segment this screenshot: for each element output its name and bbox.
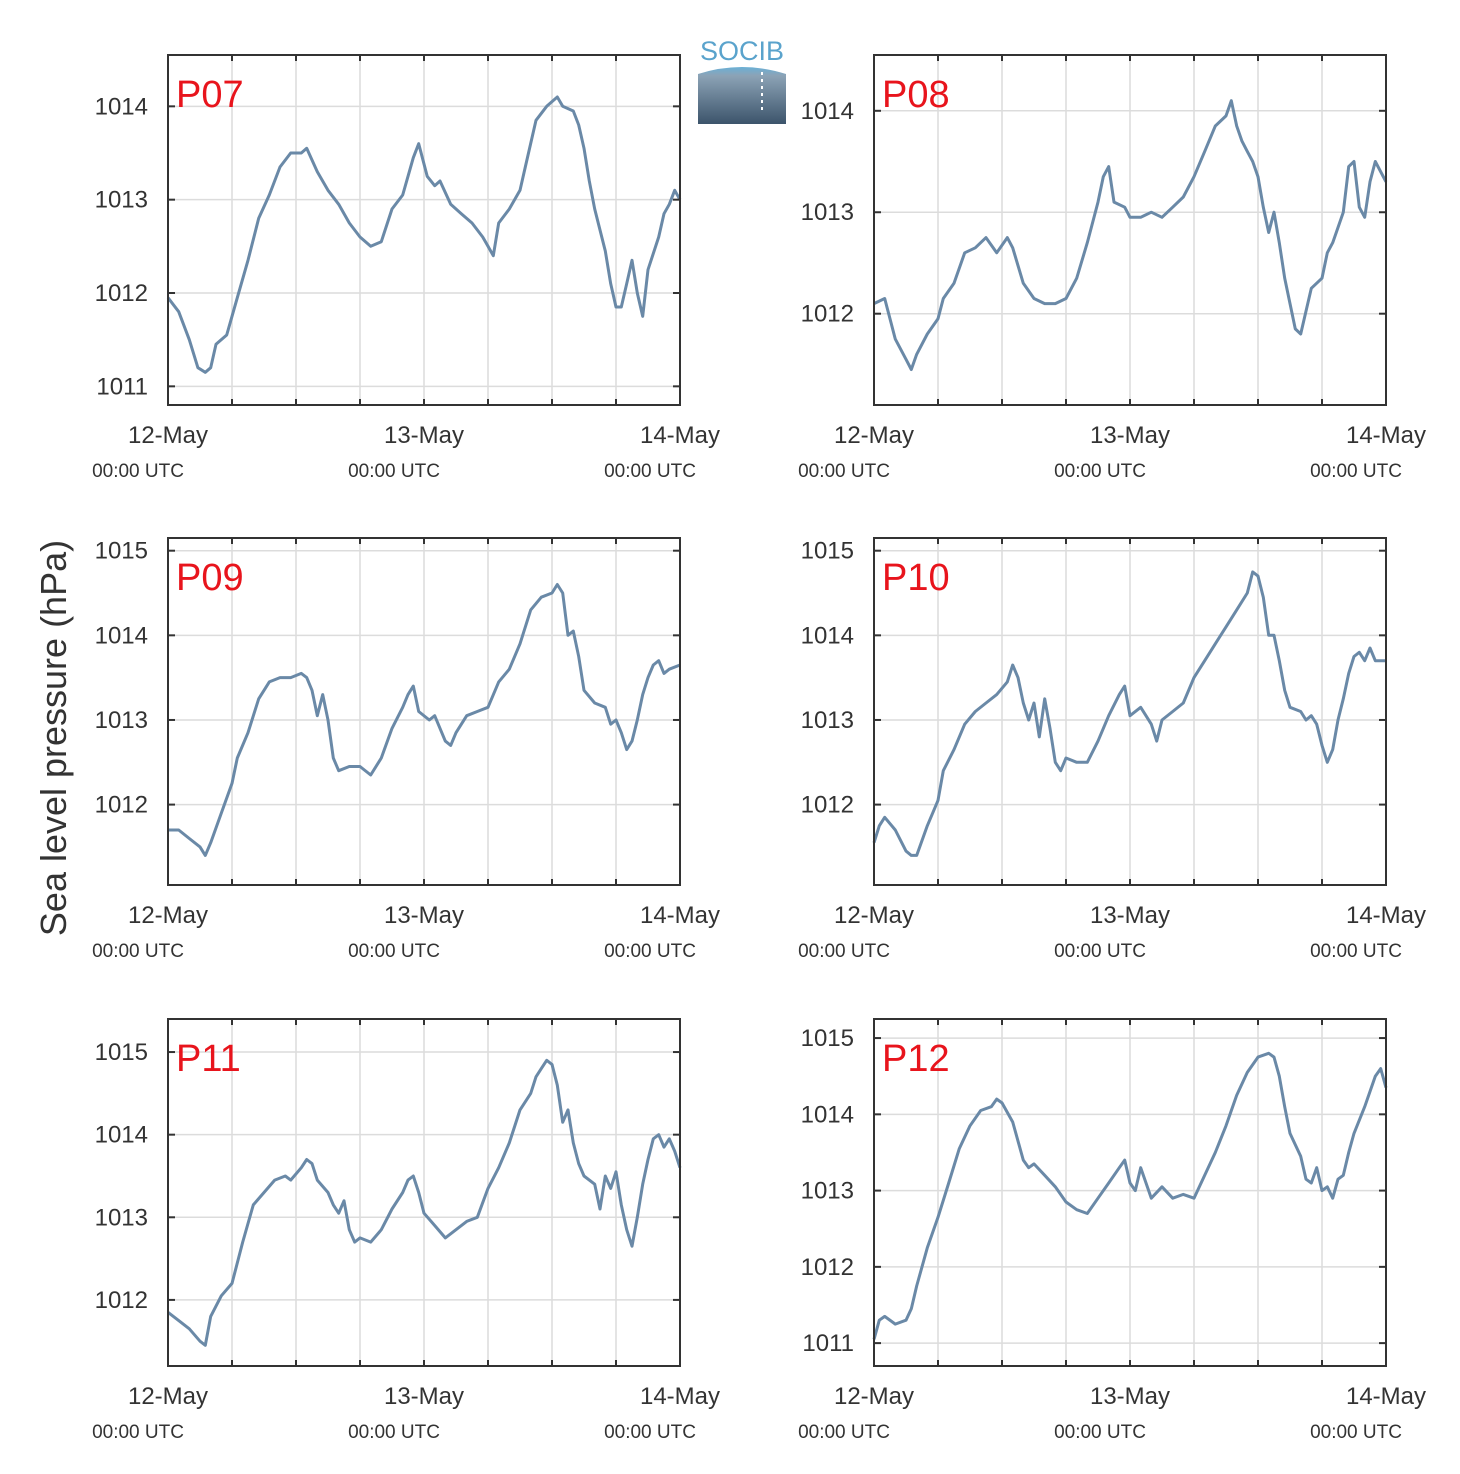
- series-line-p12: [872, 1051, 1388, 1340]
- y-tick-label: 1015: [801, 1025, 854, 1052]
- y-tick-label: 1013: [801, 199, 854, 226]
- x-tick-time-label: 00:00 UTC: [348, 941, 440, 962]
- y-tick-label: 1014: [801, 1101, 854, 1128]
- chart-panel-p08: 1012 1013 1014 12-May 00:00 UTC 13-May 00:00 U…: [798, 54, 1426, 482]
- x-tick-time-label: 00:00 UTC: [92, 941, 184, 962]
- y-tick-label: 1013: [95, 1204, 148, 1231]
- x-tick-time-label: 00:00 UTC: [798, 461, 890, 482]
- series-line-p11: [167, 1058, 682, 1347]
- y-tick-label: 1014: [801, 98, 854, 125]
- y-tick-label: 1014: [95, 93, 148, 120]
- y-tick-label: 1012: [95, 280, 148, 307]
- y-tick-label: 1015: [801, 538, 854, 565]
- x-tick-time-label: 00:00 UTC: [1054, 941, 1146, 962]
- x-tick-date-label: 14-May: [1346, 1383, 1426, 1410]
- x-tick-date-label: 13-May: [384, 1383, 464, 1410]
- series-line-p08: [873, 99, 1388, 371]
- x-tick-date-label: 14-May: [1346, 902, 1426, 929]
- y-tick-label: 1012: [801, 792, 854, 819]
- y-tick-label: 1014: [801, 622, 854, 649]
- panel-label: P09: [176, 557, 244, 599]
- x-tick-date-label: 13-May: [1090, 1383, 1170, 1410]
- x-tick-date-label: 14-May: [1346, 422, 1426, 449]
- x-tick-time-label: 00:00 UTC: [92, 1422, 184, 1443]
- y-tick-label: 1014: [95, 622, 148, 649]
- x-tick-date-label: 12-May: [128, 422, 208, 449]
- x-tick-time-label: 00:00 UTC: [798, 1422, 890, 1443]
- x-tick-date-label: 12-May: [128, 902, 208, 929]
- y-tick-label: 1014: [95, 1122, 148, 1149]
- x-tick-date-label: 12-May: [834, 422, 914, 449]
- y-axis-label: Sea level pressure (hPa): [33, 540, 74, 936]
- y-tick-label: 1011: [802, 1330, 854, 1357]
- y-tick-label: 1012: [95, 1287, 148, 1314]
- panel-label: P07: [176, 74, 244, 116]
- y-tick-label: 1013: [801, 707, 854, 734]
- chart-panel-p09: 1012 1013 1014 1015 12-May 00:00 UTC 13-May 00:…: [92, 537, 720, 962]
- y-tick-label: 1013: [95, 187, 148, 214]
- x-tick-date-label: 14-May: [640, 422, 720, 449]
- x-tick-date-label: 13-May: [1090, 422, 1170, 449]
- y-tick-label: 1011: [96, 373, 148, 400]
- x-tick-time-label: 00:00 UTC: [1310, 461, 1402, 482]
- chart-panel-p07: 1011 1012 1013 1014 12-May 00:00 UTC 13-May 00:…: [92, 54, 720, 482]
- x-tick-time-label: 00:00 UTC: [348, 461, 440, 482]
- y-tick-label: 1012: [801, 1254, 854, 1281]
- x-tick-time-label: 00:00 UTC: [798, 941, 890, 962]
- x-tick-date-label: 12-May: [834, 1383, 914, 1410]
- socib-logo: SOCIB: [698, 36, 786, 124]
- series-line-p09: [168, 583, 681, 857]
- y-tick-label: 1015: [95, 538, 148, 565]
- x-tick-time-label: 00:00 UTC: [604, 941, 696, 962]
- chart-panel-p12: 1011 1012 1013 1014 1015 12-May 00:00 UTC 13-Ma…: [798, 1018, 1426, 1443]
- x-tick-date-label: 13-May: [1090, 902, 1170, 929]
- socib-logo-wave: [698, 67, 786, 124]
- x-tick-time-label: 00:00 UTC: [92, 461, 184, 482]
- x-tick-time-label: 00:00 UTC: [604, 1422, 696, 1443]
- panel-label: P08: [882, 74, 950, 116]
- x-tick-time-label: 00:00 UTC: [1310, 1422, 1402, 1443]
- x-tick-time-label: 00:00 UTC: [348, 1422, 440, 1443]
- socib-logo-text: SOCIB: [700, 36, 784, 66]
- x-tick-time-label: 00:00 UTC: [1054, 1422, 1146, 1443]
- x-tick-date-label: 14-May: [640, 1383, 720, 1410]
- x-tick-date-label: 14-May: [640, 902, 720, 929]
- x-tick-date-label: 12-May: [834, 902, 914, 929]
- x-tick-time-label: 00:00 UTC: [1310, 941, 1402, 962]
- y-tick-label: 1012: [801, 301, 854, 328]
- y-tick-label: 1013: [95, 707, 148, 734]
- panel-label: P11: [176, 1038, 241, 1080]
- series-line-p10: [872, 570, 1386, 857]
- chart-panel-p11: 1012 1013 1014 1015 12-May 00:00 UTC 13-May 00:…: [92, 1018, 720, 1443]
- y-tick-label: 1015: [95, 1039, 148, 1066]
- series-line-p07: [166, 95, 682, 374]
- panel-label: P10: [882, 557, 950, 599]
- y-tick-label: 1012: [95, 792, 148, 819]
- y-tick-label: 1013: [801, 1178, 854, 1205]
- x-tick-time-label: 00:00 UTC: [1054, 461, 1146, 482]
- panel-label: P12: [882, 1038, 950, 1080]
- x-tick-date-label: 13-May: [384, 902, 464, 929]
- x-tick-date-label: 13-May: [384, 422, 464, 449]
- x-tick-date-label: 12-May: [128, 1383, 208, 1410]
- chart-panel-p10: 1012 1013 1014 1015 12-May 00:00 UTC 13-May 00:…: [798, 537, 1426, 962]
- x-tick-time-label: 00:00 UTC: [604, 461, 696, 482]
